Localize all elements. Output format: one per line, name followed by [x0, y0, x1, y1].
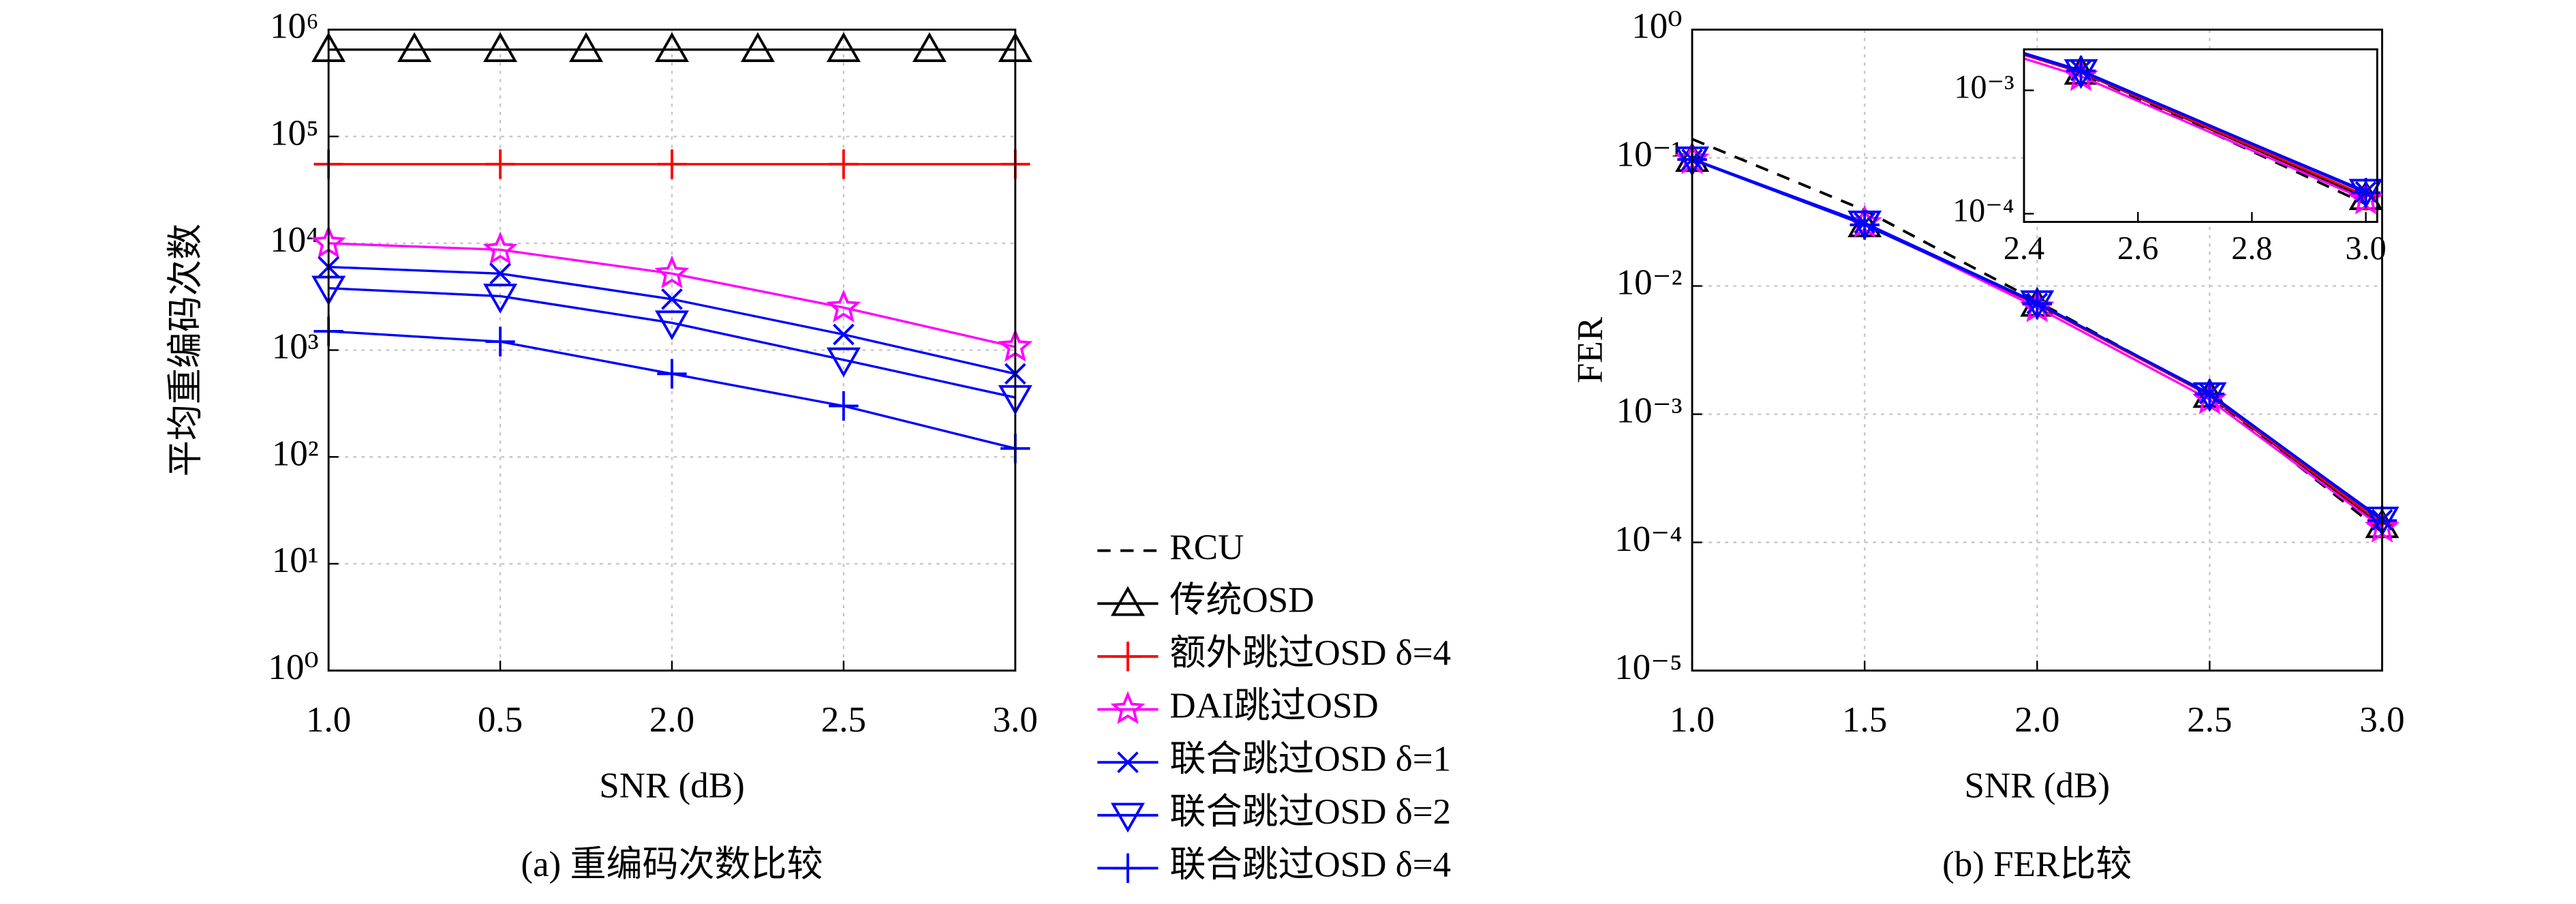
y-tick-label: 10⁻⁵	[1614, 648, 1682, 687]
y-tick-label: 10⁴	[270, 220, 318, 260]
marker	[483, 284, 518, 314]
marker	[2350, 177, 2381, 208]
legend-label: DAI跳过OSD	[1169, 687, 1378, 726]
y-tick-label: 10⁵	[270, 113, 318, 153]
legend-label: 联合跳过OSD δ=1	[1169, 739, 1451, 779]
inset-frame	[2023, 48, 2378, 223]
y-tick-label: 10⁻²	[1616, 263, 1683, 303]
caption: (b) FER比较	[1942, 845, 2132, 884]
legend-label: 联合跳过OSD δ=2	[1169, 792, 1451, 832]
marker	[485, 149, 515, 179]
x-tick-label: 0.5	[478, 700, 523, 740]
marker	[1117, 751, 1139, 773]
marker	[1850, 210, 1880, 240]
marker	[826, 32, 861, 62]
marker	[489, 262, 511, 285]
marker	[2194, 379, 2225, 409]
marker	[1110, 586, 1145, 616]
marker	[654, 255, 690, 288]
y-tick-label: 10⁻⁴	[1614, 519, 1682, 559]
y-axis-label: 平均重编码次数	[166, 224, 205, 477]
x-tick-label: 2.0	[2014, 700, 2059, 740]
marker	[912, 32, 947, 62]
legend-label: 传统OSD	[1169, 580, 1314, 620]
marker	[2066, 56, 2096, 86]
x-tick-label: 3.0	[2359, 700, 2404, 740]
x-tick-label: 2.0	[649, 700, 694, 740]
marker	[2022, 288, 2052, 318]
legend-label: RCU	[1169, 528, 1244, 567]
series-line	[328, 286, 1016, 399]
x-tick-label: 3.0	[993, 700, 1038, 740]
marker	[1110, 802, 1145, 833]
y-tick-label: 10³	[272, 327, 319, 367]
marker	[829, 149, 859, 179]
y-axis-label: FER	[1571, 316, 1610, 383]
y-tick-label: 10⁻¹	[1616, 135, 1683, 175]
x-tick-label: 2.6	[2117, 230, 2158, 267]
x-tick-label: 1.0	[306, 700, 351, 740]
y-tick-label: 10⁰	[268, 648, 318, 687]
marker	[740, 32, 775, 62]
marker	[657, 359, 687, 389]
legend-label: 联合跳过OSD δ=4	[1169, 845, 1451, 885]
series-line	[2024, 52, 2367, 194]
marker	[826, 347, 861, 378]
y-tick-label: 10²	[272, 434, 319, 473]
caption: (a) 重编码次数比较	[521, 845, 823, 884]
marker	[482, 231, 518, 265]
x-tick-label: 1.0	[1670, 700, 1715, 740]
marker	[826, 289, 861, 322]
series-line	[2024, 57, 2367, 201]
marker	[657, 149, 687, 179]
plot-frame	[1691, 29, 2383, 672]
marker	[1113, 642, 1143, 672]
y-tick-label: 10⁰	[1631, 7, 1682, 46]
legend-label: 额外跳过OSD δ=4	[1169, 633, 1451, 673]
y-tick-label: 10⁻³	[1616, 391, 1683, 431]
marker	[829, 391, 859, 421]
marker	[569, 32, 604, 62]
y-tick-label: 10⁻³	[1954, 70, 2014, 106]
x-axis-label: SNR (dB)	[1964, 766, 2110, 805]
x-tick-label: 2.8	[2231, 230, 2272, 267]
marker	[397, 32, 432, 62]
series-line	[328, 242, 1016, 348]
marker	[1110, 691, 1146, 725]
x-tick-label: 1.5	[1842, 700, 1887, 740]
marker	[485, 327, 515, 357]
plot-frame	[327, 29, 1017, 672]
marker	[654, 32, 690, 62]
marker	[833, 323, 855, 346]
x-axis-label: SNR (dB)	[599, 766, 745, 805]
marker	[661, 288, 683, 310]
series-line	[2024, 53, 2367, 197]
x-tick-label: 3.0	[2345, 230, 2386, 267]
y-tick-label: 10⁻⁴	[1952, 193, 2014, 229]
y-tick-label: 10⁶	[270, 7, 318, 46]
y-tick-label: 10¹	[272, 541, 319, 580]
x-tick-label: 2.4	[2004, 230, 2044, 267]
x-tick-label: 2.5	[821, 700, 866, 740]
marker	[1113, 853, 1143, 884]
marker	[654, 310, 690, 341]
marker	[483, 32, 518, 62]
x-tick-label: 2.5	[2187, 700, 2232, 740]
